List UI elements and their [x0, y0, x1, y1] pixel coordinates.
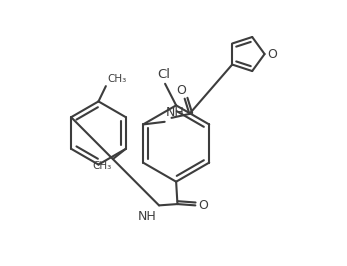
Text: NH: NH	[138, 210, 157, 223]
Text: O: O	[176, 84, 186, 97]
Text: O: O	[268, 48, 278, 61]
Text: CH₃: CH₃	[93, 161, 112, 171]
Text: NH: NH	[166, 106, 185, 119]
Text: O: O	[198, 199, 208, 212]
Text: CH₃: CH₃	[107, 74, 126, 84]
Text: Cl: Cl	[157, 68, 170, 81]
